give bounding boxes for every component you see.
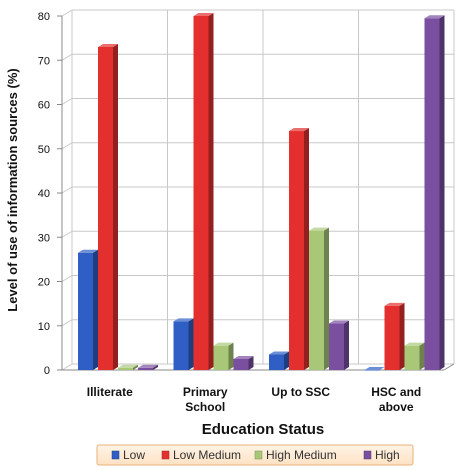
bar-side bbox=[133, 364, 138, 370]
bar bbox=[193, 16, 209, 370]
bar bbox=[404, 345, 420, 370]
x-tick-label: Up to SSC bbox=[271, 385, 330, 399]
bar bbox=[213, 345, 229, 370]
labels: 0 10 20 30 40 50 60 70 80 Illiterate PrimarySchool… bbox=[38, 11, 422, 414]
bar-side bbox=[284, 351, 289, 370]
bar-top bbox=[193, 13, 214, 16]
y-tick-label: 80 bbox=[38, 11, 50, 23]
x-axis-title: Education Status bbox=[202, 421, 325, 438]
gridline-depth bbox=[61, 186, 73, 194]
bar-side bbox=[439, 15, 445, 371]
bar bbox=[78, 252, 93, 370]
bar bbox=[233, 358, 249, 370]
floor-edge bbox=[443, 363, 455, 371]
gridline-depth bbox=[61, 363, 73, 371]
bar-top bbox=[289, 128, 309, 132]
y-tick-label: 10 bbox=[38, 321, 50, 333]
bar bbox=[384, 305, 400, 370]
y-tick-label: 0 bbox=[44, 365, 50, 377]
x-tick-label: above bbox=[379, 400, 414, 414]
bar bbox=[289, 131, 304, 370]
x-tick-label: Primary bbox=[183, 385, 228, 399]
bar-top bbox=[404, 342, 425, 346]
bar-side bbox=[304, 128, 309, 370]
bar bbox=[424, 18, 440, 371]
legend: Low Low Medium High Medium High bbox=[96, 444, 414, 466]
bar bbox=[364, 370, 380, 371]
bar bbox=[329, 323, 344, 370]
bar-top bbox=[364, 367, 385, 370]
bar-top bbox=[424, 15, 445, 19]
y-axis-title: Level of use of information sources (%) bbox=[5, 68, 20, 311]
y-tick-label: 60 bbox=[38, 100, 50, 112]
bar-side bbox=[188, 318, 194, 370]
gridline-depth bbox=[61, 53, 73, 61]
legend-swatch bbox=[161, 450, 170, 460]
bar-side bbox=[113, 43, 118, 370]
legend-swatch bbox=[254, 450, 263, 460]
bars bbox=[78, 13, 445, 371]
legend-label: Low bbox=[123, 448, 145, 462]
gridlines bbox=[61, 9, 455, 371]
bar bbox=[309, 230, 324, 370]
y-tick-label: 70 bbox=[38, 55, 50, 67]
x-tick-label: Illiterate bbox=[87, 385, 133, 399]
bar bbox=[173, 321, 189, 370]
bar-top bbox=[118, 364, 138, 368]
bar-side bbox=[208, 13, 214, 370]
y-tick-label: 50 bbox=[38, 144, 50, 156]
bar-top bbox=[309, 227, 329, 231]
bar bbox=[98, 46, 113, 370]
gridline-depth bbox=[61, 230, 73, 238]
bar-top bbox=[233, 355, 254, 359]
bar-side bbox=[248, 355, 254, 370]
bar bbox=[118, 367, 133, 370]
gridline-depth bbox=[61, 9, 73, 17]
bar-top bbox=[78, 249, 98, 253]
bar bbox=[269, 354, 284, 370]
bar-top bbox=[384, 302, 405, 306]
y-tick-label: 20 bbox=[38, 277, 50, 289]
x-tick-label: HSC and bbox=[371, 385, 421, 399]
bar-top bbox=[173, 318, 194, 322]
bar-side bbox=[344, 320, 349, 370]
bar bbox=[138, 367, 153, 370]
bar-side bbox=[228, 342, 234, 370]
bar-top bbox=[138, 364, 158, 368]
bar-top bbox=[213, 342, 234, 346]
gridline-depth bbox=[61, 319, 73, 327]
legend-label: High Medium bbox=[266, 448, 337, 462]
legend-label: High bbox=[375, 448, 400, 462]
gridline-depth bbox=[61, 98, 73, 105]
y-tick-label: 30 bbox=[38, 232, 50, 244]
gridline-depth bbox=[61, 275, 73, 282]
x-tick-label: School bbox=[185, 400, 225, 414]
legend-swatch bbox=[363, 450, 372, 460]
bar-top bbox=[98, 43, 118, 47]
legend-swatch bbox=[111, 450, 120, 460]
y-tick-label: 40 bbox=[38, 188, 50, 200]
gridline-depth bbox=[61, 142, 73, 150]
bar-top bbox=[329, 320, 349, 324]
bar-side bbox=[419, 342, 425, 370]
bar-side bbox=[153, 364, 158, 370]
bar-top bbox=[269, 351, 289, 355]
bar-side bbox=[324, 227, 329, 370]
bar-side bbox=[399, 302, 405, 370]
legend-label: Low Medium bbox=[173, 448, 241, 462]
bar-side bbox=[93, 249, 98, 370]
